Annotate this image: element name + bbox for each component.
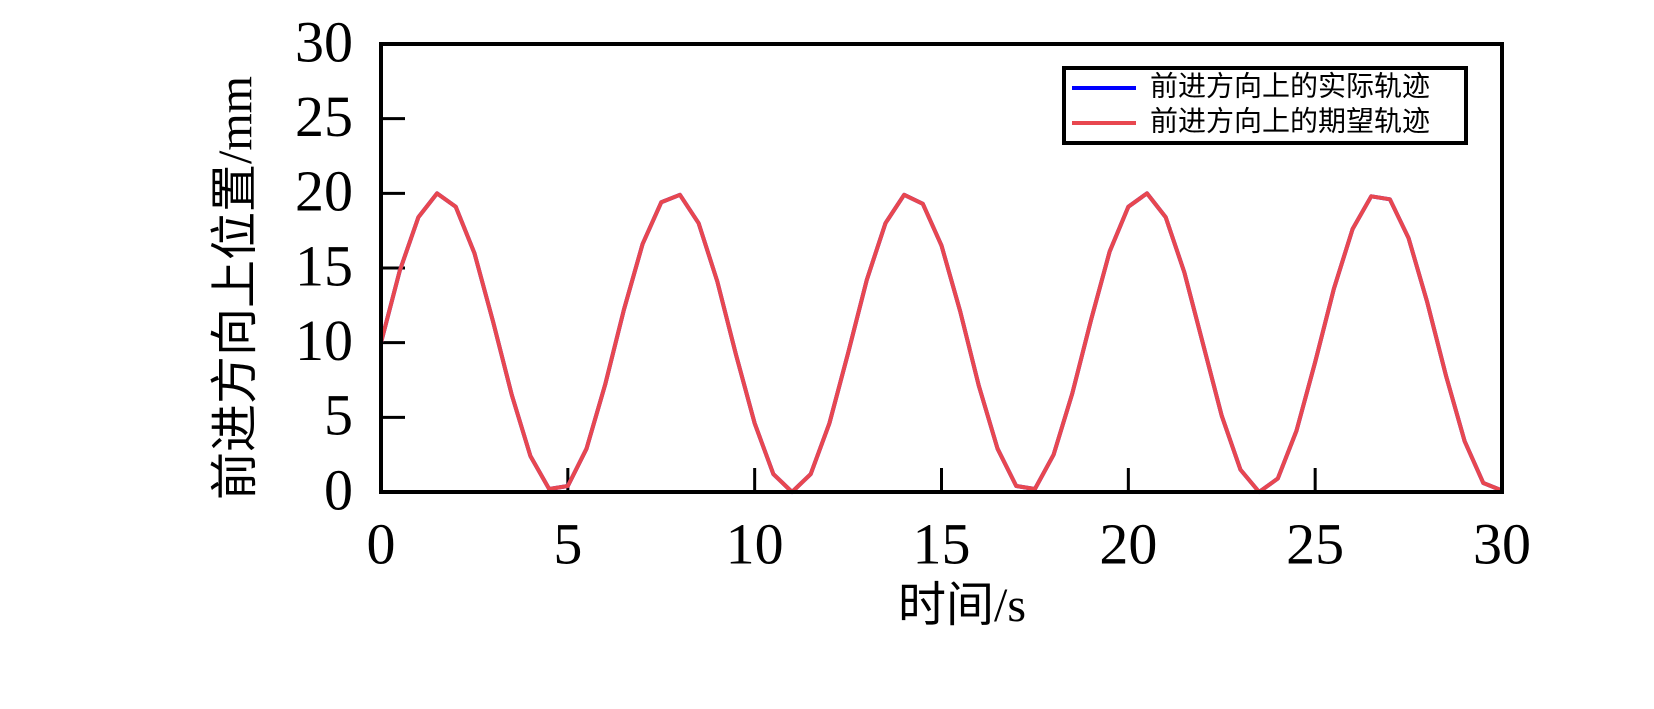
y-tick-label: 10: [295, 308, 353, 373]
x-axis-label: 时间/s: [898, 579, 1026, 632]
x-tick-label: 10: [726, 511, 784, 576]
x-tick-label: 20: [1099, 511, 1157, 576]
x-tick-label: 0: [367, 511, 396, 576]
y-tick-label: 0: [324, 457, 353, 522]
series-line: [379, 191, 1503, 494]
legend-label: 前进方向上的期望轨迹: [1150, 105, 1430, 137]
y-tick-label: 30: [295, 9, 353, 74]
y-tick-label: 5: [324, 383, 353, 448]
y-axis-label: 前进方向上位置/mm: [209, 76, 262, 500]
x-tick-label: 15: [913, 511, 971, 576]
series-line: [379, 191, 1503, 494]
legend-box: [1062, 66, 1468, 145]
legend-label: 前进方向上的实际轨迹: [1150, 70, 1430, 102]
plot-frame: [379, 42, 1504, 494]
y-tick-label: 20: [295, 159, 353, 224]
x-tick-label: 30: [1473, 511, 1531, 576]
x-tick-label: 25: [1286, 511, 1344, 576]
y-tick-label: 15: [295, 233, 353, 298]
x-tick-label: 5: [553, 511, 582, 576]
y-tick-label: 25: [295, 84, 353, 149]
